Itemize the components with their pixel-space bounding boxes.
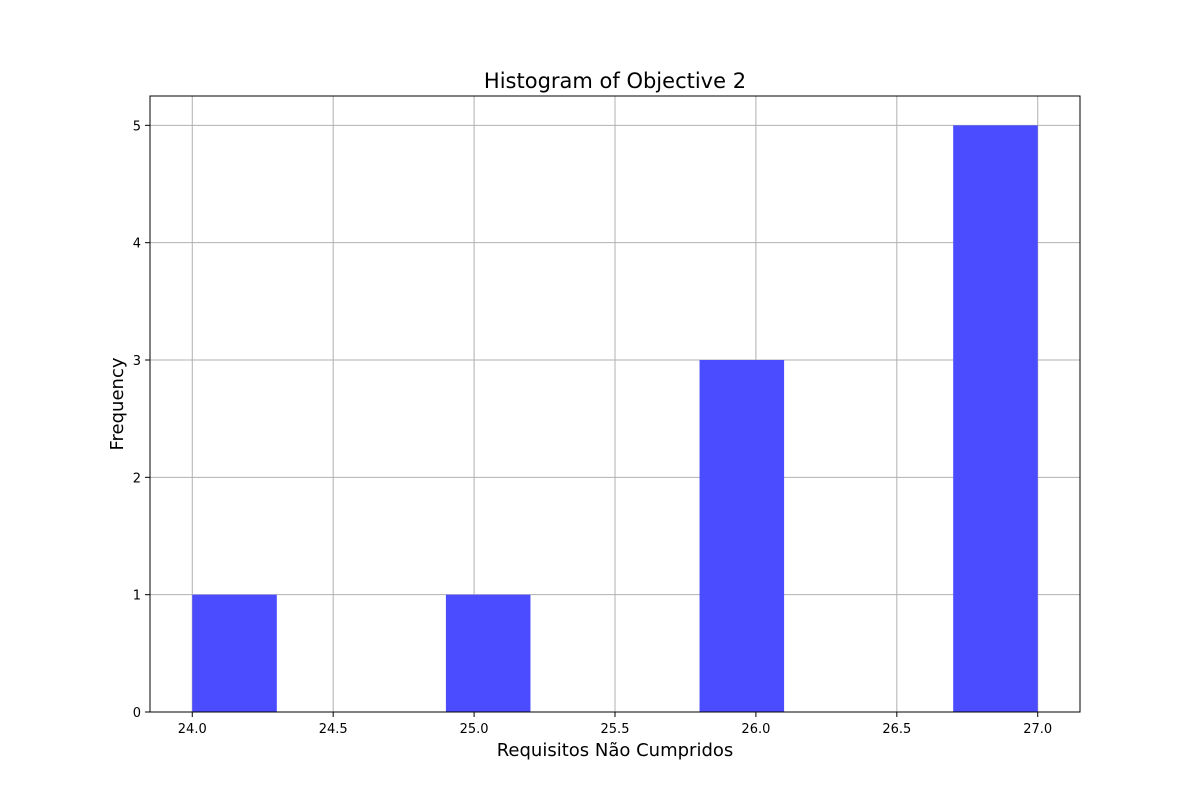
y-tick-label: 5 <box>133 119 141 134</box>
x-axis-label: Requisitos Não Cumpridos <box>497 740 734 761</box>
x-tick-label: 26.5 <box>882 722 911 737</box>
y-axis-label: Frequency <box>107 357 128 450</box>
x-axis-ticks: 24.0 24.5 25.0 25.5 26.0 26.5 27.0 <box>178 712 1052 737</box>
histogram-bars <box>192 125 1038 713</box>
x-tick-label: 25.5 <box>601 722 630 737</box>
y-tick-label: 2 <box>133 471 141 486</box>
y-tick-label: 1 <box>133 589 141 604</box>
x-tick-label: 26.0 <box>741 722 770 737</box>
y-axis-ticks: 0 1 2 3 4 5 <box>133 119 150 721</box>
x-tick-label: 24.5 <box>319 722 348 737</box>
grid-lines <box>150 96 1080 713</box>
y-tick-label: 4 <box>133 237 141 252</box>
histogram-bar <box>699 360 785 712</box>
y-tick-label: 0 <box>133 706 141 721</box>
x-tick-label: 27.0 <box>1023 722 1052 737</box>
histogram-bar <box>953 125 1038 713</box>
x-tick-label: 25.0 <box>460 722 489 737</box>
y-tick-label: 3 <box>133 354 141 369</box>
x-tick-label: 24.0 <box>178 722 207 737</box>
chart-title: Histogram of Objective 2 <box>484 69 746 93</box>
histogram-bar <box>445 594 531 712</box>
histogram-bar <box>192 594 277 712</box>
